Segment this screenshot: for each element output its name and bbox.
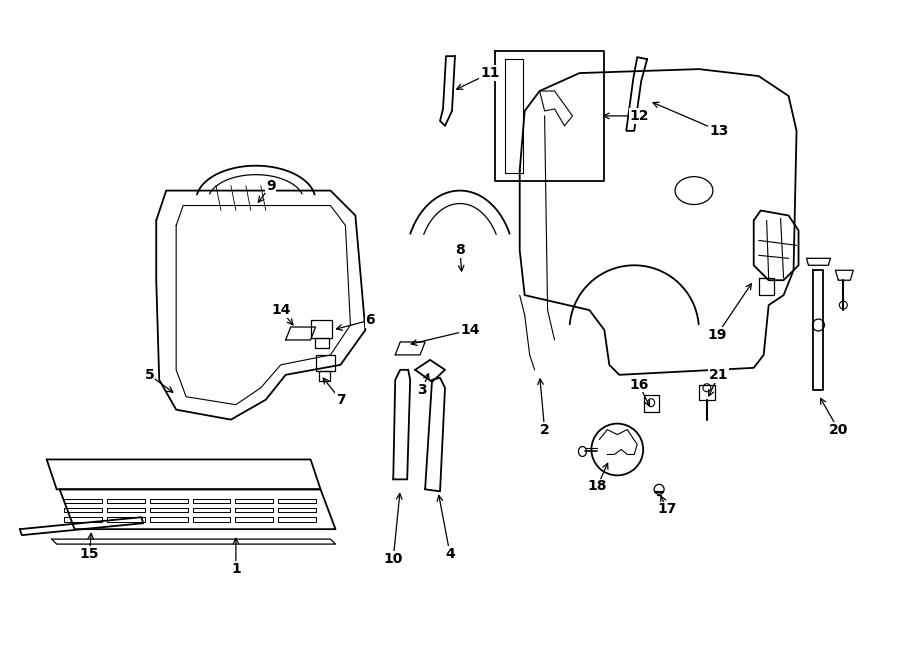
Text: 5: 5 [144, 368, 154, 382]
Text: 1: 1 [231, 562, 241, 576]
Text: 21: 21 [709, 368, 729, 382]
Text: 6: 6 [365, 313, 375, 327]
Text: 20: 20 [829, 422, 848, 436]
Text: 14: 14 [271, 303, 291, 317]
Text: 10: 10 [383, 552, 403, 566]
Text: 11: 11 [480, 66, 500, 80]
Text: 17: 17 [657, 502, 677, 516]
Text: 8: 8 [455, 243, 464, 257]
Text: 19: 19 [707, 328, 726, 342]
Text: 12: 12 [629, 109, 649, 123]
Text: 14: 14 [460, 323, 480, 337]
Text: 16: 16 [629, 378, 649, 392]
Text: 3: 3 [418, 383, 427, 397]
Text: 9: 9 [266, 178, 275, 192]
Text: 7: 7 [336, 393, 346, 407]
Text: 18: 18 [588, 479, 608, 493]
Text: 4: 4 [446, 547, 454, 561]
Text: 2: 2 [540, 422, 550, 436]
Text: 13: 13 [709, 124, 729, 138]
Text: 15: 15 [80, 547, 99, 561]
